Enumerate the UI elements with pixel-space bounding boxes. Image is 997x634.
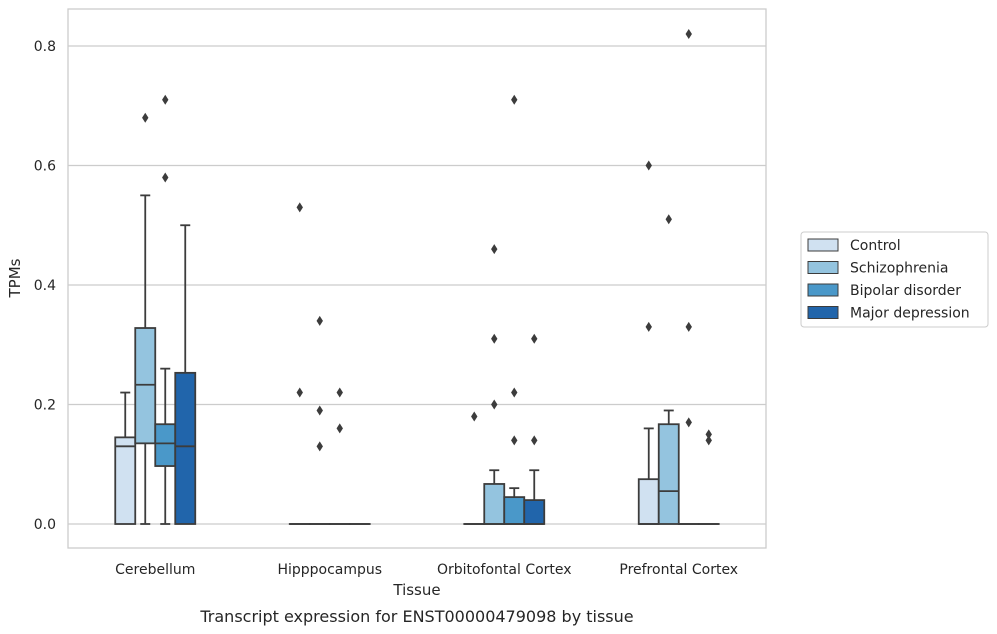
x-tick-label: Hipppocampus — [277, 562, 382, 578]
outlier-point — [531, 435, 538, 446]
outlier-point — [316, 405, 323, 416]
x-axis-title: Tissue — [392, 581, 440, 599]
outlier-point — [665, 214, 672, 225]
outlier-point — [491, 333, 498, 344]
legend-swatch — [807, 283, 839, 297]
box-bipolar-disorder — [677, 29, 700, 525]
outlier-point — [511, 435, 518, 446]
box-control — [288, 202, 311, 525]
legend-label: Bipolar disorder — [850, 283, 961, 299]
box-body — [503, 496, 526, 525]
y-tick-label: 0.0 — [34, 517, 56, 533]
box-schizophrenia — [657, 214, 680, 525]
outlier-point — [336, 387, 343, 398]
box-body — [174, 371, 197, 525]
legend-label: Schizophrenia — [850, 261, 948, 277]
outlier-point — [645, 321, 652, 332]
outlier-point — [705, 435, 712, 446]
outlier-point — [491, 399, 498, 410]
outlier-point — [645, 160, 652, 171]
outlier-point — [685, 29, 692, 40]
y-axis-ticks: 0.0 0.2 0.4 0.6 0.8 — [34, 39, 56, 533]
outlier-point — [316, 441, 323, 452]
box-schizophrenia — [134, 112, 157, 525]
legend-label: Control — [850, 238, 901, 254]
outlier-point — [685, 321, 692, 332]
box-body — [114, 436, 137, 525]
box-body — [523, 499, 546, 525]
outlier-point — [491, 244, 498, 255]
box-major-depression — [174, 224, 197, 525]
box-body — [637, 478, 660, 525]
y-tick-label: 0.8 — [34, 39, 56, 55]
legend: Control Schizophrenia Bipolar disorder Majo… — [800, 231, 989, 328]
box-schizophrenia — [308, 315, 331, 525]
legend-swatch — [807, 238, 839, 252]
box-control — [463, 411, 486, 525]
outlier-point — [162, 172, 169, 183]
y-tick-label: 0.4 — [34, 278, 56, 294]
y-axis-title: TPMs — [6, 258, 24, 298]
y-tick-label: 0.2 — [34, 398, 56, 414]
box-bipolar-disorder — [503, 94, 526, 525]
box-bipolar-disorder — [328, 387, 351, 525]
legend-frame — [800, 231, 989, 328]
outlier-point — [705, 429, 712, 440]
outlier-point — [336, 423, 343, 434]
outlier-point — [162, 94, 169, 105]
legend-label: Major depression — [850, 306, 970, 322]
outlier-point — [685, 417, 692, 428]
outlier-point — [142, 112, 149, 123]
outlier-point — [296, 387, 303, 398]
plot-frame — [67, 8, 767, 549]
outlier-point — [511, 94, 518, 105]
x-axis-ticks: Cerebellum Hipppocampus Orbitofontal Corte… — [115, 562, 738, 578]
chart-caption: Transcript expression for ENST0000047909… — [199, 607, 633, 626]
outlier-point — [296, 202, 303, 213]
legend-swatch — [807, 306, 839, 319]
box-body — [483, 483, 506, 525]
outlier-point — [531, 333, 538, 344]
box-body — [657, 423, 680, 525]
outlier-point — [471, 411, 478, 422]
box-bipolar-disorder — [154, 94, 177, 525]
x-tick-label: Cerebellum — [115, 562, 195, 578]
box-body — [154, 423, 177, 467]
box-series-layer — [114, 29, 720, 525]
box-major-depression — [523, 333, 546, 525]
x-tick-label: Orbitofontal Cortex — [437, 562, 572, 578]
outlier-point — [316, 315, 323, 326]
box-control — [114, 391, 137, 525]
box-schizophrenia — [483, 244, 506, 525]
box-control — [637, 160, 660, 525]
x-tick-label: Prefrontal Cortex — [619, 562, 738, 578]
y-tick-label: 0.6 — [34, 159, 56, 175]
legend-swatch — [807, 261, 839, 274]
outlier-point — [511, 387, 518, 398]
box-major-depression — [697, 429, 720, 525]
